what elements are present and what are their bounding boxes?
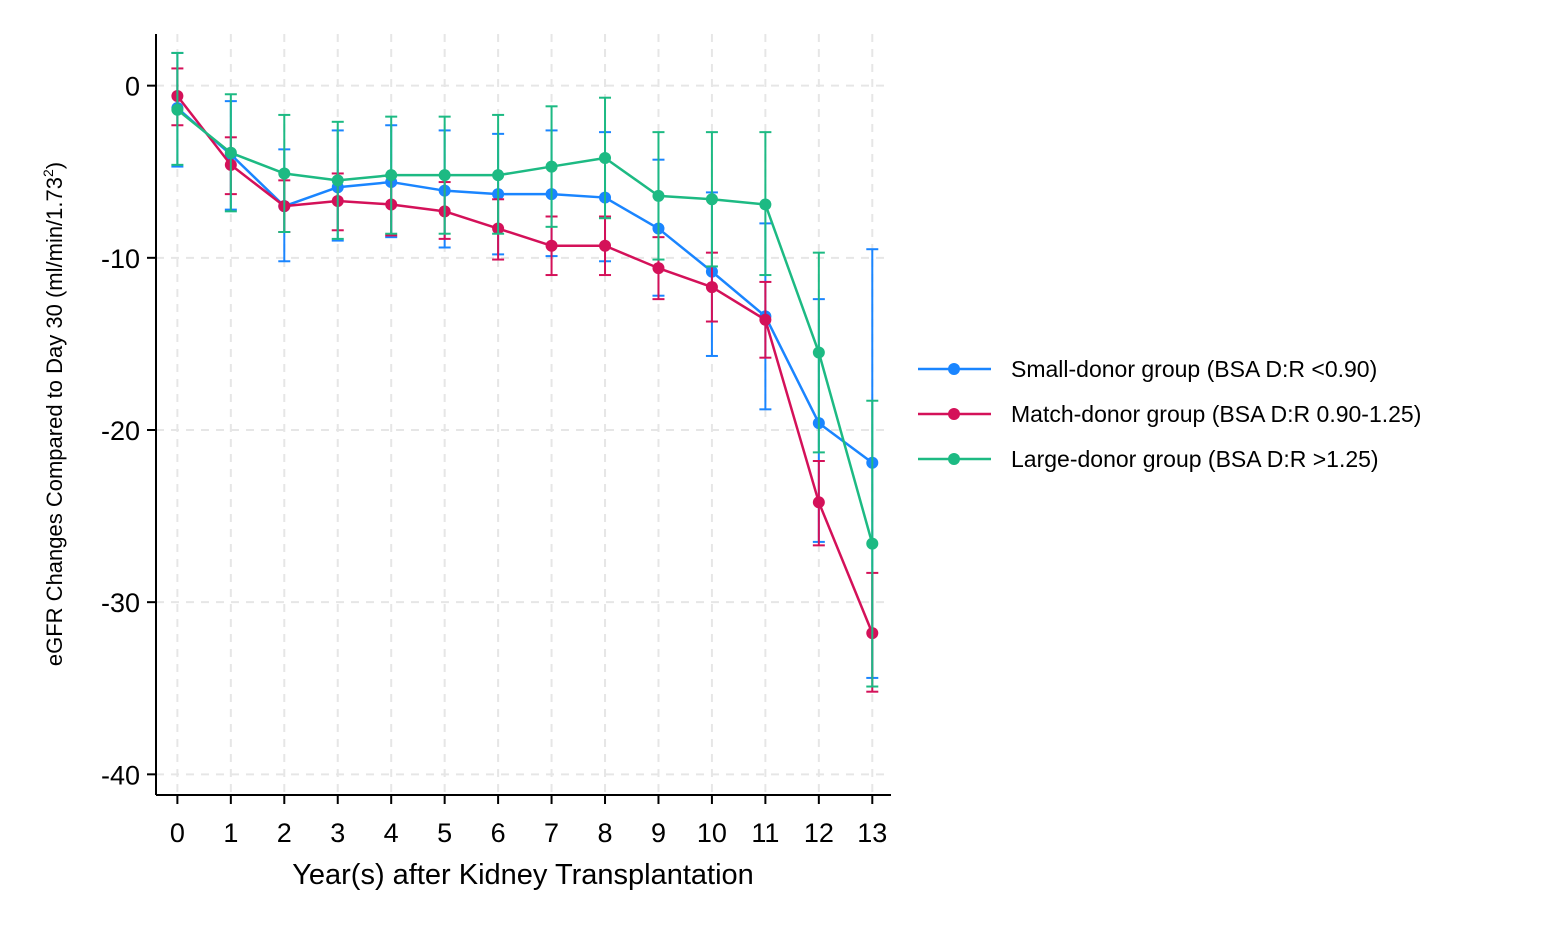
legend-label-small: Small-donor group (BSA D:R <0.90): [1011, 356, 1377, 382]
x-axis-title: Year(s) after Kidney Transplantation: [292, 859, 754, 891]
x-tick-label: 11: [751, 818, 779, 848]
x-tick-label: 13: [857, 818, 887, 848]
data-point: [438, 169, 451, 182]
y-tick-label: -40: [101, 760, 140, 790]
x-tick-label: 1: [223, 818, 238, 848]
x-tick-label: 8: [598, 818, 613, 848]
x-tick-label: 5: [437, 818, 452, 848]
x-tick-label: 7: [544, 818, 559, 848]
x-tick-label: 12: [804, 818, 834, 848]
data-point: [492, 169, 505, 182]
data-point: [599, 239, 612, 252]
legend-label-match: Match-donor group (BSA D:R 0.90-1.25): [1011, 401, 1421, 427]
data-point: [759, 198, 772, 211]
x-ticks: 0 1 2 3 4 5 6 7 8 9 10 11 12 13: [170, 795, 887, 848]
legend-item-match: Match-donor group (BSA D:R 0.90-1.25): [918, 401, 1421, 427]
series-line: [176, 108, 874, 544]
data-point: [652, 189, 665, 202]
data-point: [599, 151, 612, 164]
data-point: [812, 346, 825, 359]
y-axis-title-superscript: 2: [40, 169, 56, 177]
data-point: [545, 239, 558, 252]
legend-marker-match: [948, 408, 960, 420]
y-axis-title-main: eGFR Changes Compared to Day 30 (ml/min/…: [42, 177, 67, 666]
data-point: [171, 103, 184, 116]
legend: Small-donor group (BSA D:R <0.90) Match-…: [918, 356, 1421, 472]
data-point: [331, 174, 344, 187]
series-2: [171, 67, 879, 693]
y-tick-label: -30: [101, 588, 140, 618]
data-point: [385, 169, 398, 182]
x-tick-label: 6: [491, 818, 506, 848]
y-ticks: 0 -10 -20 -30 -40: [101, 72, 156, 790]
x-tick-label: 4: [384, 818, 399, 848]
legend-item-small: Small-donor group (BSA D:R <0.90): [918, 356, 1377, 382]
data-point: [812, 496, 825, 509]
x-tick-label: 0: [170, 818, 185, 848]
series-layer: [171, 51, 879, 693]
y-axis-title: eGFR Changes Compared to Day 30 (ml/min/…: [40, 162, 67, 666]
series-line: [176, 107, 874, 464]
data-point: [278, 167, 291, 180]
axes: [155, 34, 891, 796]
series-1: [171, 51, 879, 679]
data-point: [705, 193, 718, 206]
series-line: [176, 95, 874, 634]
legend-marker-small: [948, 363, 960, 375]
data-point: [759, 313, 772, 326]
grid: [156, 34, 891, 795]
y-axis-title-close: ): [42, 162, 67, 169]
data-point: [224, 146, 237, 159]
y-tick-label: -20: [101, 416, 140, 446]
legend-marker-large: [948, 453, 960, 465]
data-point: [705, 281, 718, 294]
x-tick-label: 9: [651, 818, 666, 848]
data-point: [652, 262, 665, 275]
legend-label-large: Large-donor group (BSA D:R >1.25): [1011, 446, 1379, 472]
x-tick-label: 3: [330, 818, 345, 848]
x-tick-label: 10: [697, 818, 727, 848]
series-3: [171, 51, 879, 688]
y-tick-label: 0: [125, 72, 140, 102]
y-tick-label: -10: [101, 244, 140, 274]
data-point: [545, 160, 558, 173]
data-point: [866, 537, 879, 550]
x-tick-label: 2: [277, 818, 292, 848]
legend-item-large: Large-donor group (BSA D:R >1.25): [918, 446, 1379, 472]
